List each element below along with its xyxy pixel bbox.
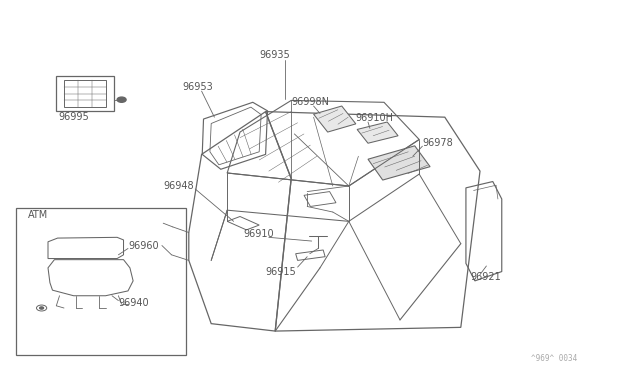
Text: 96940: 96940 [118,298,149,308]
Text: 96998N: 96998N [291,97,329,107]
Text: 96915: 96915 [266,267,296,276]
Polygon shape [314,106,356,132]
Text: 96910: 96910 [243,230,274,239]
Text: 96960: 96960 [128,241,159,250]
Circle shape [117,97,126,102]
Text: ^969^ 0034: ^969^ 0034 [531,355,577,363]
Text: 96995: 96995 [58,112,89,122]
Text: 96953: 96953 [182,83,213,92]
Polygon shape [357,122,398,143]
Text: ATM: ATM [28,209,48,219]
Bar [16,208,186,355]
Circle shape [40,307,44,309]
Text: 96948: 96948 [163,181,194,191]
Text: 96921: 96921 [470,272,501,282]
Text: 96978: 96978 [422,138,453,148]
Text: 96910H: 96910H [355,113,393,123]
Text: 96935: 96935 [260,50,291,60]
Polygon shape [368,146,430,180]
